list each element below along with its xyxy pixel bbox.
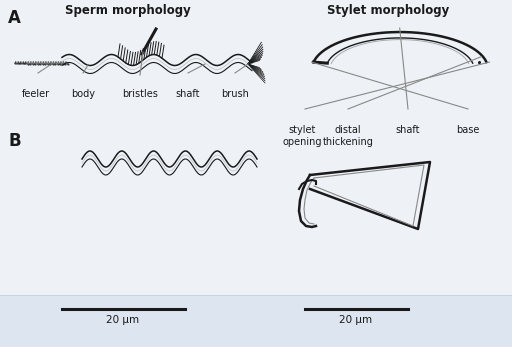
Text: body: body [71,89,95,99]
Text: B: B [8,132,20,150]
Text: base: base [456,125,480,135]
Text: shaft: shaft [176,89,200,99]
Text: bristles: bristles [122,89,158,99]
Text: 20 μm: 20 μm [106,315,140,325]
Text: 20 μm: 20 μm [339,315,373,325]
Text: shaft: shaft [396,125,420,135]
Text: feeler: feeler [22,89,50,99]
Text: A: A [8,9,21,27]
Text: Stylet morphology: Stylet morphology [327,4,449,17]
Text: stylet
opening: stylet opening [282,125,322,146]
Text: Sperm morphology: Sperm morphology [65,4,191,17]
Text: distal
thickening: distal thickening [323,125,373,146]
Text: brush: brush [221,89,249,99]
Bar [0,295,512,347]
